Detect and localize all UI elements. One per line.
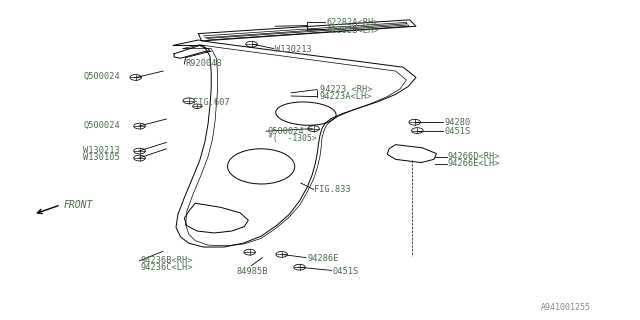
Text: 94223A<LH>: 94223A<LH> [320, 92, 372, 101]
Text: W130213: W130213 [275, 45, 312, 54]
Text: 94223 <RH>: 94223 <RH> [320, 85, 372, 94]
Text: 94286E: 94286E [307, 254, 339, 263]
Text: 94236C<LH>: 94236C<LH> [141, 263, 193, 272]
Text: Q500024: Q500024 [83, 121, 120, 130]
Text: R920048: R920048 [186, 60, 222, 68]
Text: A941001255: A941001255 [541, 303, 591, 312]
Text: 62282B<LH>: 62282B<LH> [326, 26, 379, 35]
Text: FRONT: FRONT [64, 200, 93, 210]
Text: 84985B: 84985B [237, 267, 268, 276]
Text: 0451S: 0451S [333, 267, 359, 276]
Text: 94280: 94280 [445, 118, 471, 127]
Text: 94236B<RH>: 94236B<RH> [141, 256, 193, 265]
Text: FIG.833: FIG.833 [314, 185, 350, 194]
Text: 94266E<LH>: 94266E<LH> [448, 159, 500, 168]
Text: W130213: W130213 [83, 146, 120, 155]
Text: 94266D<RH>: 94266D<RH> [448, 152, 500, 161]
Text: 0451S: 0451S [445, 127, 471, 136]
Text: *(  -1305>: *( -1305> [268, 134, 316, 143]
Text: Q500024: Q500024 [83, 72, 120, 81]
Text: Q500024: Q500024 [268, 127, 304, 136]
Text: 62282A<RH>: 62282A<RH> [326, 18, 379, 27]
Text: FIG.607: FIG.607 [193, 98, 230, 107]
Text: W130105: W130105 [83, 153, 120, 162]
